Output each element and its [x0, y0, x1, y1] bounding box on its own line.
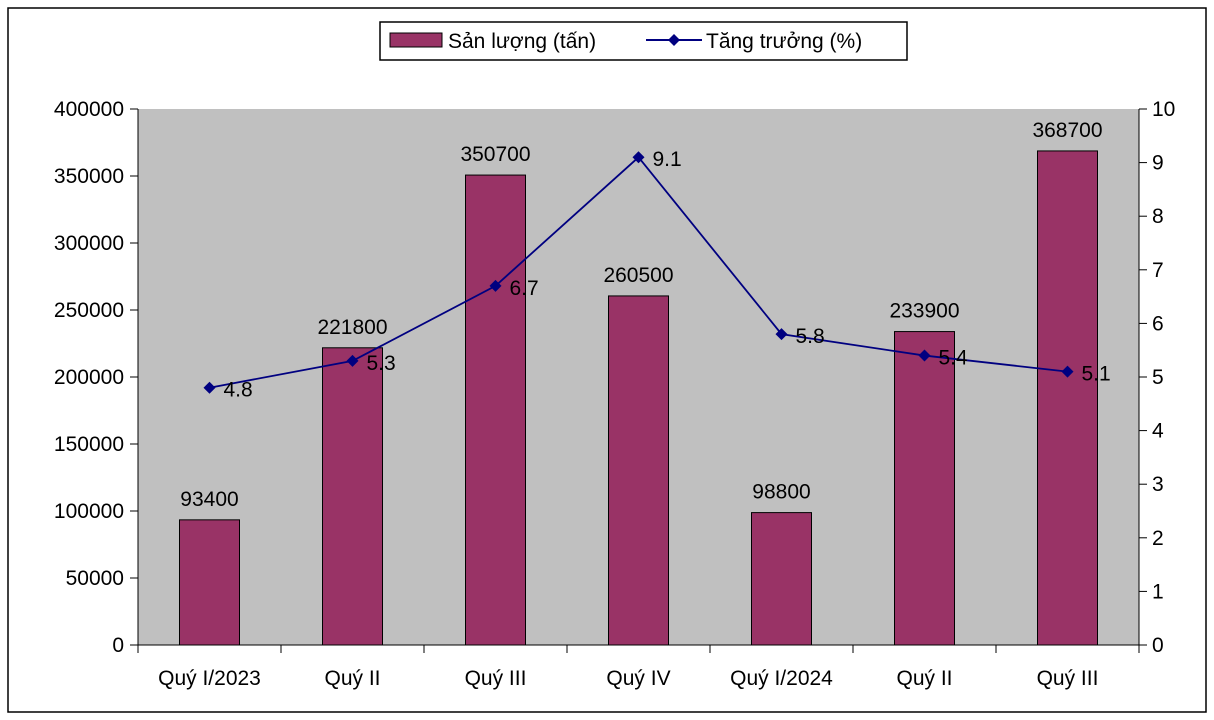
line-marker	[918, 349, 931, 362]
bar-data-label: 93400	[180, 488, 238, 511]
bar-data-label: 368700	[1032, 119, 1102, 142]
legend-swatch-bar	[389, 32, 443, 48]
line-marker	[775, 328, 788, 341]
y-right-tick-label: 1	[1152, 580, 1164, 603]
y-right-tick-label: 7	[1152, 259, 1164, 282]
bar-data-label: 221800	[317, 316, 387, 339]
legend-label-line: Tăng trưởng (%)	[706, 30, 862, 53]
x-tick-label: Quý IV	[606, 667, 670, 690]
bars-layer	[179, 150, 1098, 646]
y-left-tick-label: 200000	[54, 366, 124, 389]
labels-layer: 93400 221800 350700 260500 98800 233900 368700…	[180, 119, 1110, 511]
line-data-label: 5.4	[939, 347, 969, 370]
line-marker	[1061, 365, 1074, 378]
bar-data-label: 233900	[889, 300, 959, 323]
bar	[179, 519, 240, 646]
bar-data-label: 260500	[603, 264, 673, 287]
x-tick-label: Quý I/2024	[730, 667, 833, 690]
y-left-tick-label: 100000	[54, 500, 124, 523]
y-right-tick-label: 6	[1152, 312, 1164, 335]
bar	[608, 295, 669, 646]
y-left-tick-label: 300000	[54, 232, 124, 255]
x-tick-label: Quý III	[465, 667, 527, 690]
line-data-label: 5.1	[1082, 363, 1111, 386]
y-right-tick-label: 3	[1152, 473, 1164, 496]
legend: Sản lượng (tấn) Tăng trưởng (%)	[379, 21, 908, 61]
y-left-tick-label: 150000	[54, 433, 124, 456]
y-right-tick-label: 9	[1152, 152, 1164, 175]
y-right-tick-label: 2	[1152, 527, 1164, 550]
bar	[894, 331, 955, 646]
line-data-label: 6.7	[510, 277, 539, 300]
y-left-tick-label: 0	[112, 634, 124, 657]
legend-box	[379, 21, 908, 61]
line-layer	[203, 151, 1074, 394]
line-data-label: 9.1	[653, 148, 682, 171]
x-tick-label: Quý I/2023	[158, 667, 261, 690]
line-marker	[632, 151, 645, 164]
line-marker	[203, 381, 216, 394]
y-right-tick-label: 0	[1152, 634, 1164, 657]
line-marker	[489, 279, 502, 292]
line-data-label: 5.8	[796, 325, 825, 348]
y-right-tick-label: 5	[1152, 366, 1164, 389]
axes-layer: 0 50000 100000 150000 200000 250000 300000 3500…	[54, 98, 1175, 690]
bar	[465, 174, 526, 646]
line-marker	[346, 354, 359, 367]
line-data-label: 4.8	[224, 379, 253, 402]
x-tick-label: Quý II	[324, 667, 380, 690]
y-right-tick-label: 10	[1152, 98, 1175, 121]
x-tick-label: Quý III	[1037, 667, 1099, 690]
x-tick-label: Quý II	[896, 667, 952, 690]
line-data-label: 5.3	[367, 352, 396, 375]
bar	[1037, 150, 1098, 646]
y-left-tick-label: 250000	[54, 299, 124, 322]
bar	[751, 512, 812, 646]
y-left-tick-label: 50000	[66, 567, 124, 590]
bar-data-label: 98800	[752, 481, 810, 504]
bar-data-label: 350700	[460, 143, 530, 166]
y-right-tick-label: 4	[1152, 420, 1164, 443]
legend-swatch-marker	[668, 34, 680, 46]
bar	[322, 347, 383, 646]
legend-label-bar: Sản lượng (tấn)	[448, 30, 596, 53]
y-right-tick-label: 8	[1152, 205, 1164, 228]
y-left-tick-label: 400000	[54, 98, 124, 121]
y-left-tick-label: 350000	[54, 165, 124, 188]
